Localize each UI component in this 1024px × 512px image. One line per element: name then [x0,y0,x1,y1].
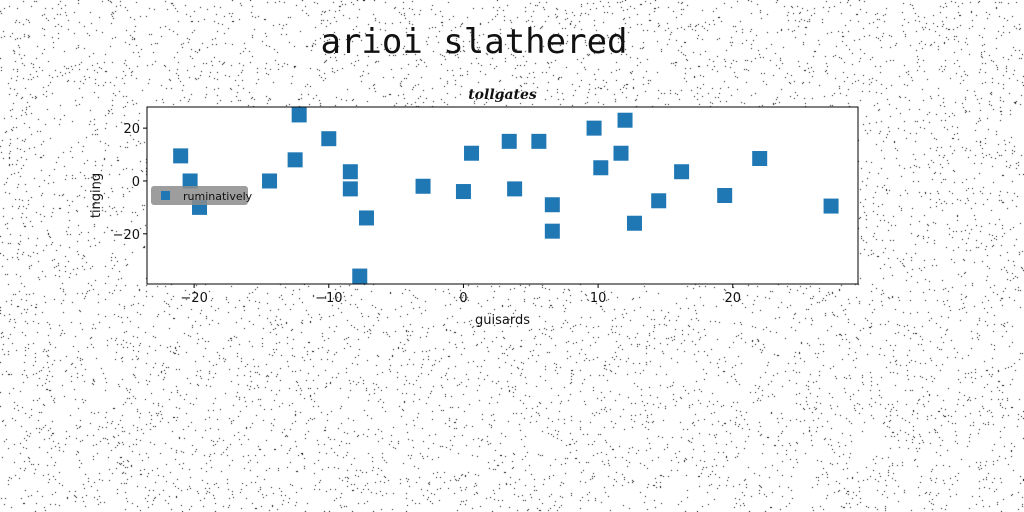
y-tick-label: 20 [123,122,140,137]
data-point [415,178,431,194]
data-point [501,133,517,149]
data-point [586,120,602,136]
y-axis-label: tinging [89,173,104,218]
x-tick-label: 10 [590,291,607,306]
data-point [531,133,547,149]
data-point [173,148,189,164]
data-point [717,188,733,203]
plot-area [146,106,859,285]
x-axis-label: guisards [475,313,530,328]
legend: ruminatively [151,186,253,205]
chart-title: tollgates [468,87,537,103]
data-point [593,160,609,176]
x-tick-label: −10 [315,291,342,306]
data-point [613,145,629,161]
legend-marker-icon [161,191,170,200]
data-point [321,131,337,147]
y-tick-label: 0 [132,175,140,190]
data-point [674,164,690,180]
x-tick-label: 0 [459,291,467,306]
x-tick-label: −20 [180,291,207,306]
plot-frame [146,106,859,285]
axis-ticks: −20 −10 0 10 20 −20 0 20 [113,122,741,306]
data-point [651,193,667,209]
y-tick-label: −20 [113,228,140,243]
x-tick-label: 20 [724,291,741,306]
data-point [544,197,560,213]
data-point [455,184,471,200]
data-point [752,151,768,167]
data-point [617,112,633,128]
data-point [342,164,358,180]
data-point [464,145,480,161]
data-point [544,223,560,239]
legend-box [151,186,248,205]
data-point [358,210,374,226]
data-point [262,173,278,189]
data-point [182,173,198,189]
legend-entry-label: ruminatively [183,190,253,203]
figure-suptitle: arioi slathered [320,22,628,62]
data-point [823,198,839,214]
data-point [287,152,303,168]
data-point [626,215,642,231]
data-point [342,181,358,197]
data-point [291,107,307,123]
data-point [352,268,368,284]
data-point [507,181,523,197]
